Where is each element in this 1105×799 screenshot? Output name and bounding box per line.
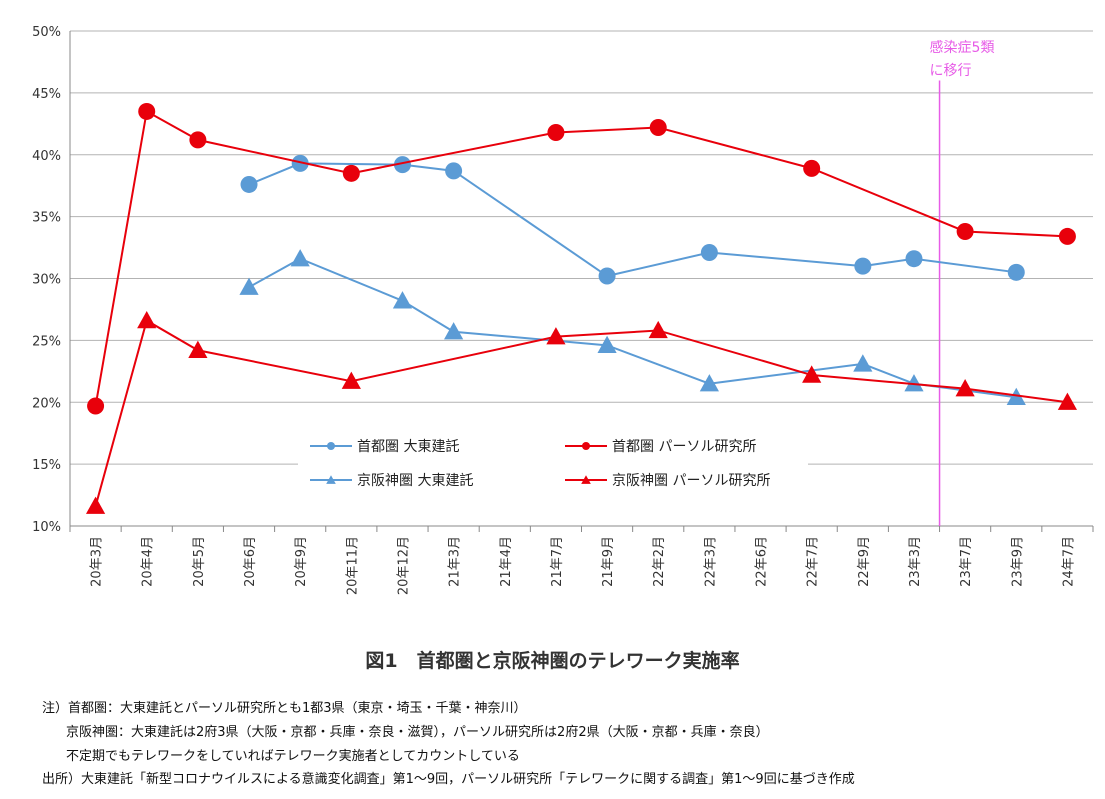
legend-marker xyxy=(581,475,591,484)
x-tick-label: 22年9月 xyxy=(857,536,872,587)
data-point xyxy=(904,374,924,392)
series-line xyxy=(248,162,1017,278)
legend-label: 京阪神圏 パーソル研究所 xyxy=(612,473,770,489)
x-tick-label: 24年7月 xyxy=(1061,536,1076,587)
y-tick-label: 25% xyxy=(32,334,61,349)
data-point xyxy=(341,371,361,389)
x-tick-label: 20年12月 xyxy=(396,536,411,595)
data-point xyxy=(239,277,259,295)
x-tick-label: 20年9月 xyxy=(294,536,309,587)
note-line-3: 不定期でもテレワークをしていればテレワーク実施者としてカウントしている xyxy=(66,749,520,764)
data-point xyxy=(648,320,668,339)
data-point xyxy=(137,310,157,329)
data-point xyxy=(699,374,719,392)
data-point xyxy=(138,102,156,120)
data-point xyxy=(85,496,106,514)
series-line xyxy=(248,257,1017,399)
data-point xyxy=(597,335,617,354)
x-tick-label: 22年7月 xyxy=(806,536,821,587)
y-tick-label: 10% xyxy=(32,520,61,535)
legend-marker xyxy=(327,442,335,450)
data-point xyxy=(392,291,413,309)
legend-label: 京阪神圏 大東建託 xyxy=(357,473,473,489)
data-point xyxy=(1007,263,1025,281)
data-point xyxy=(802,365,822,383)
x-tick-label: 21年7月 xyxy=(550,536,565,587)
y-tick-label: 40% xyxy=(32,149,61,164)
x-tick-label: 21年4月 xyxy=(499,536,514,587)
data-point xyxy=(87,397,105,415)
y-tick-label: 50% xyxy=(32,25,61,40)
data-point xyxy=(291,154,309,172)
note-line-1: 注）首都圏：大東建託とパーソル研究所とも1都3県（東京・埼玉・千葉・神奈川） xyxy=(42,701,527,716)
data-point xyxy=(956,222,974,240)
legend-marker xyxy=(326,475,336,484)
data-point xyxy=(905,250,923,268)
data-point xyxy=(598,267,616,285)
x-tick-label: 20年4月 xyxy=(141,536,156,587)
data-point xyxy=(649,119,667,137)
legend-label: 首都圏 パーソル研究所 xyxy=(612,439,756,455)
x-tick-label: 22年3月 xyxy=(703,536,718,587)
x-tick-label: 20年5月 xyxy=(192,536,207,587)
y-tick-label: 30% xyxy=(32,273,61,288)
legend-box xyxy=(298,428,808,498)
y-tick-label: 20% xyxy=(32,396,61,411)
y-axis: 10% 15% 20% 25% 30% 35% 40% 45% 50% xyxy=(32,25,71,535)
x-tick-label: 22年2月 xyxy=(652,536,667,587)
data-point xyxy=(955,379,975,397)
x-tick-label: 23年3月 xyxy=(908,536,923,587)
annotation-text: 感染症5類 xyxy=(930,39,995,56)
x-tick-label: 22年6月 xyxy=(755,536,770,587)
note-line-2: 京阪神圏：大東建託は2府3県（大阪・京都・兵庫・奈良・滋賀），パーソル研究所は2… xyxy=(66,725,769,740)
data-point xyxy=(189,131,207,149)
data-point xyxy=(853,354,873,372)
data-point xyxy=(854,257,872,275)
grid-lines xyxy=(70,30,1093,465)
note-line-4: 出所）大東建託「新型コロナウイルスによる意識変化調査」第1～9回，パーソル研究所… xyxy=(42,772,855,787)
data-point xyxy=(700,244,718,262)
x-tick-label: 23年7月 xyxy=(959,536,974,587)
telework-line-chart: 10%15%20%25%30%35%40%45%50% 20年3月 20年4月 20… xyxy=(32,25,1094,595)
x-axis: 20年3月 20年4月 20年5月 20年6月 20年9月 20年11月 20年12月 21年… xyxy=(69,525,1094,595)
data-point xyxy=(803,159,821,177)
data-point xyxy=(444,322,464,340)
data-point xyxy=(240,175,258,193)
data-point xyxy=(547,123,565,141)
x-tick-label: 21年9月 xyxy=(601,536,616,587)
y-tick-label: 35% xyxy=(32,211,61,226)
data-point xyxy=(445,162,463,180)
x-tick-label: 21年3月 xyxy=(448,536,463,587)
x-tick-label: 20年3月 xyxy=(90,536,105,587)
data-point xyxy=(1058,227,1076,245)
legend-label: 首都圏 大東建託 xyxy=(357,439,459,455)
data-point xyxy=(342,164,360,182)
data-point xyxy=(1057,392,1078,410)
data-point xyxy=(393,156,411,174)
x-tick-label: 23年9月 xyxy=(1010,536,1025,587)
legend-marker xyxy=(582,442,590,450)
data-point xyxy=(546,327,566,345)
data-point xyxy=(290,249,310,267)
x-tick-label: 20年11月 xyxy=(345,536,360,595)
series-group xyxy=(85,102,1078,514)
y-tick-label: 45% xyxy=(32,87,61,102)
annotation-text: に移行 xyxy=(930,63,972,79)
data-point xyxy=(188,340,208,358)
figure-caption: 図1 首都圏と京阪神圏のテレワーク実施率 xyxy=(365,650,740,672)
x-tick-label: 20年6月 xyxy=(243,536,258,587)
y-tick-label: 15% xyxy=(32,458,61,473)
